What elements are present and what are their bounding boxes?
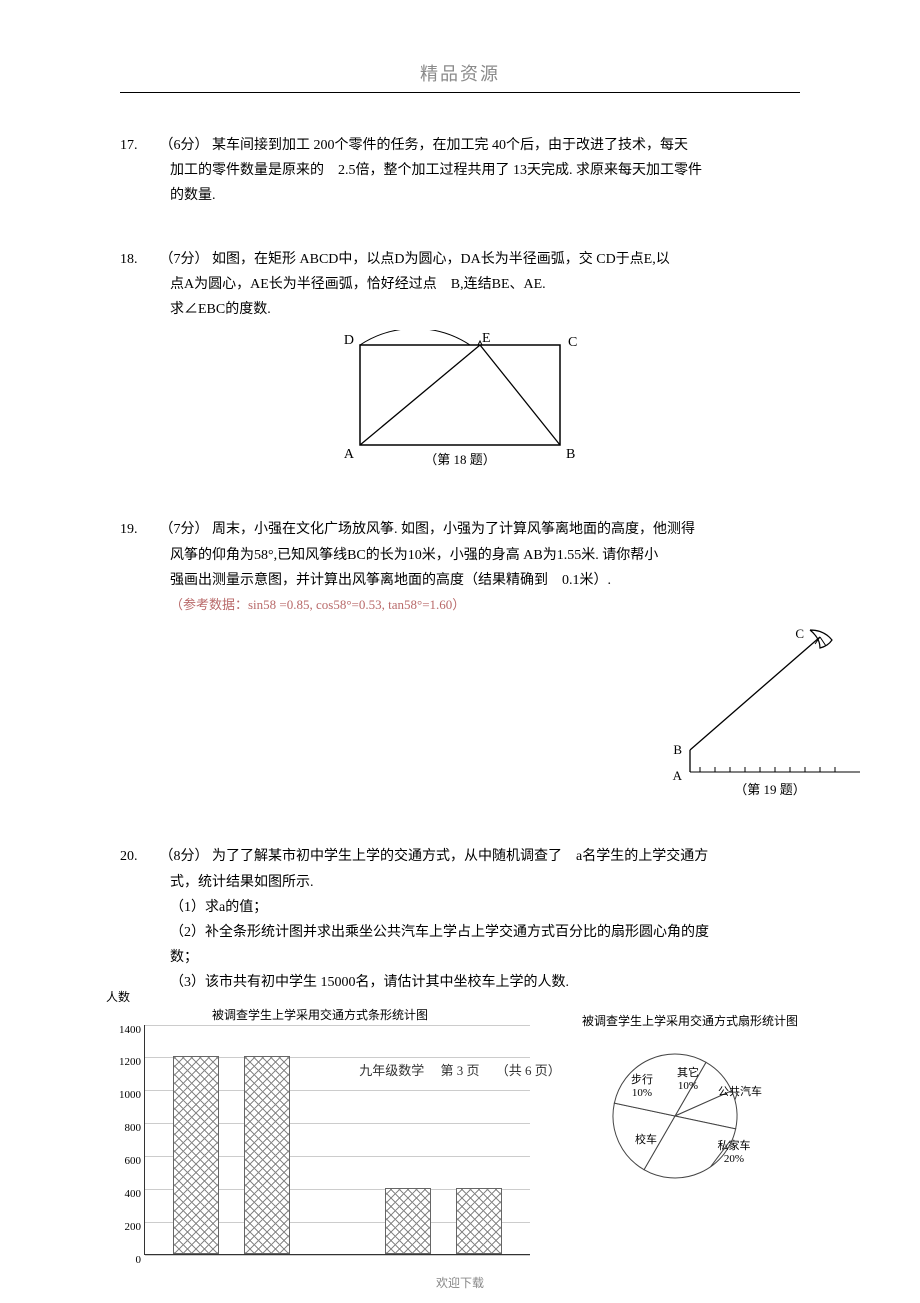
- p19-l3: 强画出测量示意图，并计算出风筝离地面的高度（结果精确到 0.1米）.: [120, 568, 800, 593]
- p17-l2: 加工的零件数量是原来的 2.5倍，整个加工过程共用了 13天完成. 求原来每天加…: [120, 158, 800, 183]
- problem-20: 20. （8分） 为了了解某市初中学生上学的交通方式，从中随机调查了 a名学生的…: [120, 844, 800, 995]
- p18-num: 18.: [120, 247, 156, 272]
- pie-label: 私家车: [718, 1138, 751, 1152]
- page-footer-num: 九年级数学 第 3 页 （共 6 页）: [0, 1060, 920, 1079]
- fig18-E: E: [482, 331, 491, 346]
- charts-row: 人数 被调查学生上学采用交通方式条形统计图 020040060080010001…: [110, 1006, 800, 1255]
- pie-title: 被调查学生上学采用交通方式扇形统计图: [580, 1012, 800, 1029]
- p18-l2: 点A为圆心，AE长为半径画弧，恰好经过点 B,连结BE、AE.: [120, 272, 800, 297]
- fig19-A: A: [673, 768, 683, 783]
- footer-download: 欢迎下载: [0, 1274, 920, 1291]
- p20-l2: 式，统计结果如图所示.: [120, 870, 800, 895]
- pie-label: 10%: [632, 1087, 652, 1099]
- p20-q2: （2）补全条形统计图并求出乘坐公共汽车上学占上学交通方式百分比的扇形圆心角的度: [120, 920, 800, 945]
- bar-ytick: 1400: [107, 1024, 141, 1036]
- bar-其它: [456, 1188, 502, 1254]
- p20-q1: （1）求a的值；: [120, 895, 800, 920]
- bar-ytick: 200: [107, 1221, 141, 1233]
- p19-l2: 风筝的仰角为58°,已知风筝线BC的长为10米，小强的身高 AB为1.55米. …: [120, 543, 800, 568]
- p19-score: （7分）: [160, 522, 209, 537]
- figure-19: A B C （第 19 题）: [660, 622, 840, 806]
- bar-校车: [385, 1188, 431, 1254]
- pie-label: 10%: [678, 1080, 698, 1092]
- bar-ytick: 800: [107, 1122, 141, 1134]
- p17-l1: 某车间接到加工 200个零件的任务，在加工完 40个后，由于改进了技术，每天: [212, 138, 688, 153]
- bar-ytick: 600: [107, 1155, 141, 1167]
- p19-l1: 周末，小强在文化广场放风筝. 如图，小强为了计算风筝离地面的高度，他测得: [212, 522, 695, 537]
- p17-l3: 的数量.: [120, 183, 800, 208]
- fig19-label: （第 19 题）: [734, 782, 806, 797]
- bar-chart: 人数 被调查学生上学采用交通方式条形统计图 020040060080010001…: [110, 1006, 530, 1255]
- bar-步行: [173, 1056, 219, 1253]
- pie-label: 公共汽车: [718, 1084, 762, 1098]
- bar-title: 被调查学生上学采用交通方式条形统计图: [110, 1006, 530, 1023]
- fig19-B: B: [673, 742, 682, 757]
- problem-17: 17. （6分） 某车间接到加工 200个零件的任务，在加工完 40个后，由于改…: [120, 133, 800, 209]
- fig18-B: B: [566, 447, 575, 462]
- p20-l1: 为了了解某市初中学生上学的交通方式，从中随机调查了 a名学生的上学交通方: [212, 849, 708, 864]
- p18-l3: 求∠EBC的度数.: [120, 297, 800, 322]
- bar-公共汽车: [244, 1056, 290, 1253]
- p20-q2b: 数；: [120, 945, 800, 970]
- p18-l1: 如图，在矩形 ABCD中，以点D为圆心，DA长为半径画弧，交 CD于点E,以: [212, 252, 670, 267]
- pie-label: 20%: [724, 1153, 744, 1165]
- fig18-label: （第 18 题）: [424, 452, 496, 467]
- fig18-C: C: [568, 335, 577, 350]
- p18-score: （7分）: [160, 252, 209, 267]
- fig18-D: D: [344, 333, 354, 348]
- figure-18: D E C A B （第 18 题）: [340, 330, 580, 479]
- bar-ytick: 0: [107, 1254, 141, 1266]
- fig18-A: A: [344, 447, 355, 462]
- p19-hint: （参考数据：sin58 =0.85, cos58°=0.53, tan58°=1…: [120, 593, 800, 616]
- bar-ytick: 1000: [107, 1089, 141, 1101]
- p17-num: 17.: [120, 133, 156, 158]
- p20-q3: （3）该市共有初中学生 15000名，请估计其中坐校车上学的人数.: [120, 970, 800, 995]
- p20-score: （8分）: [160, 849, 209, 864]
- bar-ytick: 400: [107, 1188, 141, 1200]
- pie-label: 校车: [635, 1132, 657, 1146]
- p17-score: （6分）: [160, 138, 209, 153]
- problem-19: 19. （7分） 周末，小强在文化广场放风筝. 如图，小强为了计算风筝离地面的高…: [120, 517, 800, 806]
- bar-ylabel: 人数: [106, 988, 130, 1005]
- p19-num: 19.: [120, 517, 156, 542]
- page-header: 精品资源: [120, 60, 800, 93]
- problem-18: 18. （7分） 如图，在矩形 ABCD中，以点D为圆心，DA长为半径画弧，交 …: [120, 247, 800, 480]
- fig19-C: C: [795, 626, 804, 641]
- p20-num: 20.: [120, 844, 156, 869]
- pie-chart: 被调查学生上学采用交通方式扇形统计图 其它10%步行10%校车私家车20%公共汽…: [580, 1012, 800, 1206]
